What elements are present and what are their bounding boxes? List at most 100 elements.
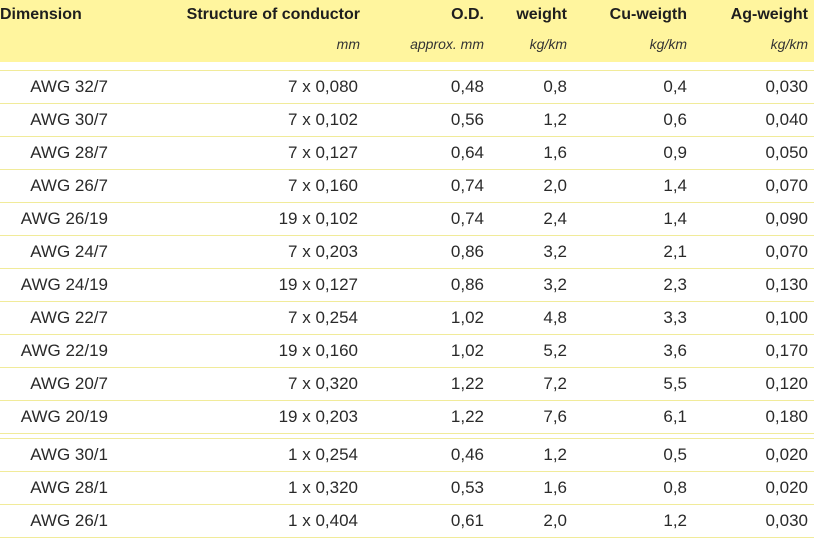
cell-dimension: AWG 20/7: [0, 367, 112, 401]
cell-weight: 4,8: [490, 301, 573, 335]
cell-od: 0,86: [366, 268, 490, 302]
cell-ag-weight: 0,100: [693, 301, 814, 335]
cell-structure: 7 x 0,102: [112, 103, 366, 137]
cell-cu-weight: 3,6: [573, 334, 693, 368]
table-row: AWG 32/7 7 x 0,080 0,48 0,8 0,4 0,030: [0, 70, 814, 104]
cell-dimension: AWG 32/7: [0, 70, 112, 104]
cell-structure: 19 x 0,160: [112, 334, 366, 368]
cell-od: 0,64: [366, 136, 490, 170]
group-separator: [0, 433, 814, 439]
cell-dimension: AWG 26/1: [0, 504, 112, 538]
cell-ag-weight: 0,130: [693, 268, 814, 302]
cell-od: 1,22: [366, 400, 490, 434]
cell-od: 0,74: [366, 169, 490, 203]
cell-ag-weight: 0,070: [693, 169, 814, 203]
cell-od: 1,02: [366, 301, 490, 335]
header-row: Dimension Structure of conductor O.D. we…: [0, 0, 814, 30]
header-dimension: Dimension: [0, 0, 112, 30]
cell-od: 0,86: [366, 235, 490, 269]
cell-weight: 0,8: [490, 70, 573, 104]
cell-ag-weight: 0,020: [693, 471, 814, 505]
cell-structure: 19 x 0,102: [112, 202, 366, 236]
cell-structure: 7 x 0,127: [112, 136, 366, 170]
cell-weight: 3,2: [490, 268, 573, 302]
cell-structure: 7 x 0,320: [112, 367, 366, 401]
unit-structure: mm: [112, 30, 366, 62]
cell-structure: 7 x 0,160: [112, 169, 366, 203]
table-row: AWG 22/19 19 x 0,160 1,02 5,2 3,6 0,170: [0, 334, 814, 368]
cell-ag-weight: 0,040: [693, 103, 814, 137]
header-structure: Structure of conductor: [112, 0, 366, 30]
cell-od: 0,53: [366, 471, 490, 505]
cell-cu-weight: 2,1: [573, 235, 693, 269]
cell-cu-weight: 0,9: [573, 136, 693, 170]
cell-weight: 2,0: [490, 504, 573, 538]
cell-ag-weight: 0,050: [693, 136, 814, 170]
cell-dimension: AWG 28/1: [0, 471, 112, 505]
table-row: AWG 26/19 19 x 0,102 0,74 2,4 1,4 0,090: [0, 202, 814, 236]
cell-weight: 5,2: [490, 334, 573, 368]
table-row: AWG 28/7 7 x 0,127 0,64 1,6 0,9 0,050: [0, 136, 814, 170]
cell-structure: 19 x 0,203: [112, 400, 366, 434]
cell-dimension: AWG 24/19: [0, 268, 112, 302]
header-ag-weight: Ag-weight: [693, 0, 814, 30]
table-row: AWG 20/19 19 x 0,203 1,22 7,6 6,1 0,180: [0, 400, 814, 434]
unit-ag-weight: kg/km: [693, 30, 814, 62]
cell-dimension: AWG 28/7: [0, 136, 112, 170]
cell-weight: 1,2: [490, 438, 573, 472]
cell-cu-weight: 6,1: [573, 400, 693, 434]
cell-ag-weight: 0,030: [693, 504, 814, 538]
cell-cu-weight: 1,4: [573, 202, 693, 236]
cell-structure: 1 x 0,404: [112, 504, 366, 538]
cell-od: 0,46: [366, 438, 490, 472]
unit-cu-weight: kg/km: [573, 30, 693, 62]
cell-structure: 7 x 0,203: [112, 235, 366, 269]
cell-cu-weight: 2,3: [573, 268, 693, 302]
cell-ag-weight: 0,030: [693, 70, 814, 104]
table-row: AWG 20/7 7 x 0,320 1,22 7,2 5,5 0,120: [0, 367, 814, 401]
cell-weight: 7,6: [490, 400, 573, 434]
header-od: O.D.: [366, 0, 490, 30]
cell-structure: 7 x 0,254: [112, 301, 366, 335]
table-row: AWG 22/7 7 x 0,254 1,02 4,8 3,3 0,100: [0, 301, 814, 335]
cell-cu-weight: 0,8: [573, 471, 693, 505]
cell-cu-weight: 0,4: [573, 70, 693, 104]
cell-cu-weight: 5,5: [573, 367, 693, 401]
unit-od: approx. mm: [366, 30, 490, 62]
cell-weight: 1,6: [490, 136, 573, 170]
cell-cu-weight: 1,2: [573, 504, 693, 538]
cell-dimension: AWG 30/1: [0, 438, 112, 472]
cell-weight: 2,4: [490, 202, 573, 236]
table-row: AWG 26/7 7 x 0,160 0,74 2,0 1,4 0,070: [0, 169, 814, 203]
group-separator-cell: [0, 433, 814, 439]
cell-dimension: AWG 24/7: [0, 235, 112, 269]
cell-cu-weight: 3,3: [573, 301, 693, 335]
cell-weight: 2,0: [490, 169, 573, 203]
cell-cu-weight: 0,5: [573, 438, 693, 472]
cell-cu-weight: 0,6: [573, 103, 693, 137]
table-row: AWG 24/7 7 x 0,203 0,86 3,2 2,1 0,070: [0, 235, 814, 269]
cell-od: 0,48: [366, 70, 490, 104]
table-row: AWG 26/1 1 x 0,404 0,61 2,0 1,2 0,030: [0, 504, 814, 538]
cell-ag-weight: 0,170: [693, 334, 814, 368]
table-row: AWG 30/7 7 x 0,102 0,56 1,2 0,6 0,040: [0, 103, 814, 137]
header-spacer: [0, 62, 814, 71]
cell-structure: 19 x 0,127: [112, 268, 366, 302]
unit-dimension: [0, 30, 112, 62]
cell-dimension: AWG 26/19: [0, 202, 112, 236]
cell-od: 0,61: [366, 504, 490, 538]
cell-dimension: AWG 26/7: [0, 169, 112, 203]
cell-weight: 1,6: [490, 471, 573, 505]
header-cu-weight: Cu-weigth: [573, 0, 693, 30]
cell-od: 1,02: [366, 334, 490, 368]
header-spacer-cell: [0, 62, 814, 71]
header-weight: weight: [490, 0, 573, 30]
cell-weight: 3,2: [490, 235, 573, 269]
cell-dimension: AWG 22/7: [0, 301, 112, 335]
cell-dimension: AWG 30/7: [0, 103, 112, 137]
table-row: AWG 28/1 1 x 0,320 0,53 1,6 0,8 0,020: [0, 471, 814, 505]
units-row: mm approx. mm kg/km kg/km kg/km: [0, 30, 814, 62]
cell-dimension: AWG 22/19: [0, 334, 112, 368]
